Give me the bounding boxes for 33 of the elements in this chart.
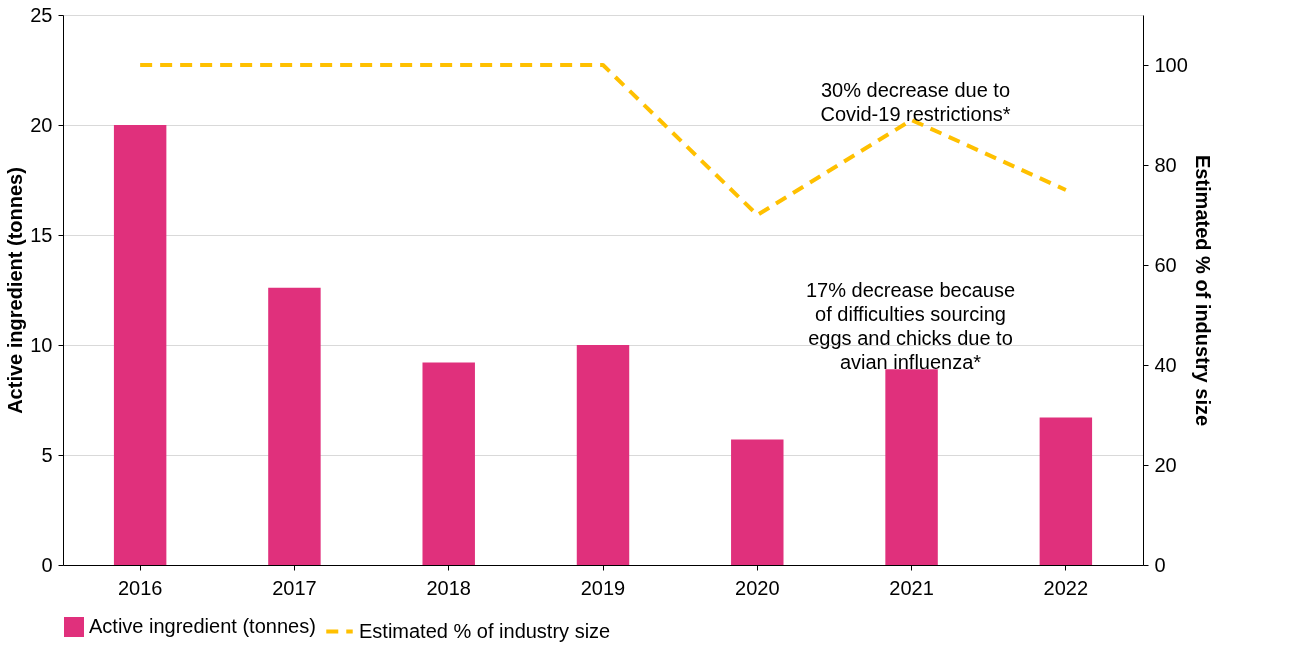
y-tick-label: 15 bbox=[30, 223, 53, 246]
x-tick-label: 2020 bbox=[735, 576, 780, 599]
y-tick-label: 25 bbox=[30, 3, 53, 26]
y2-tick-label: 80 bbox=[1154, 153, 1177, 176]
y-axis-title: Active ingredient (tonnes) bbox=[4, 167, 27, 414]
y-tick-label: 5 bbox=[41, 443, 53, 466]
y2-tick-label: 20 bbox=[1154, 453, 1177, 476]
y2-tick-label: 100 bbox=[1154, 53, 1188, 76]
bar bbox=[422, 362, 475, 565]
y2-tick-label: 0 bbox=[1154, 553, 1166, 576]
annotation: 30% decrease due to Covid-19 restrictions* bbox=[820, 79, 1011, 125]
legend-label: Active ingredient (tonnes) bbox=[89, 615, 316, 637]
y2-axis-title: Estimated % of industry size bbox=[1191, 154, 1214, 427]
y-tick-label: 10 bbox=[30, 333, 53, 356]
x-tick-label: 2021 bbox=[889, 576, 934, 599]
bar bbox=[268, 287, 321, 565]
x-tick-label: 2016 bbox=[117, 576, 163, 599]
bar bbox=[731, 439, 784, 565]
y2-tick-label: 40 bbox=[1154, 353, 1177, 376]
y-tick-label: 0 bbox=[41, 553, 53, 576]
y-tick-label: 20 bbox=[30, 113, 53, 136]
x-tick-label: 2019 bbox=[580, 576, 626, 599]
bar bbox=[113, 125, 167, 565]
x-tick-label: 2017 bbox=[272, 576, 317, 599]
line-series bbox=[138, 63, 1068, 217]
bar bbox=[885, 369, 938, 565]
legend-label: Estimated % of industry size bbox=[359, 619, 611, 642]
bar bbox=[1039, 417, 1093, 565]
bar bbox=[576, 345, 630, 565]
x-tick-label: 2018 bbox=[426, 576, 471, 599]
x-tick-label: 2022 bbox=[1043, 576, 1089, 599]
annotation: 17% decrease because of difficulties sourcing eggs and chicks due to avian influenza* bbox=[805, 279, 1016, 373]
y2-tick-label: 60 bbox=[1154, 253, 1177, 276]
